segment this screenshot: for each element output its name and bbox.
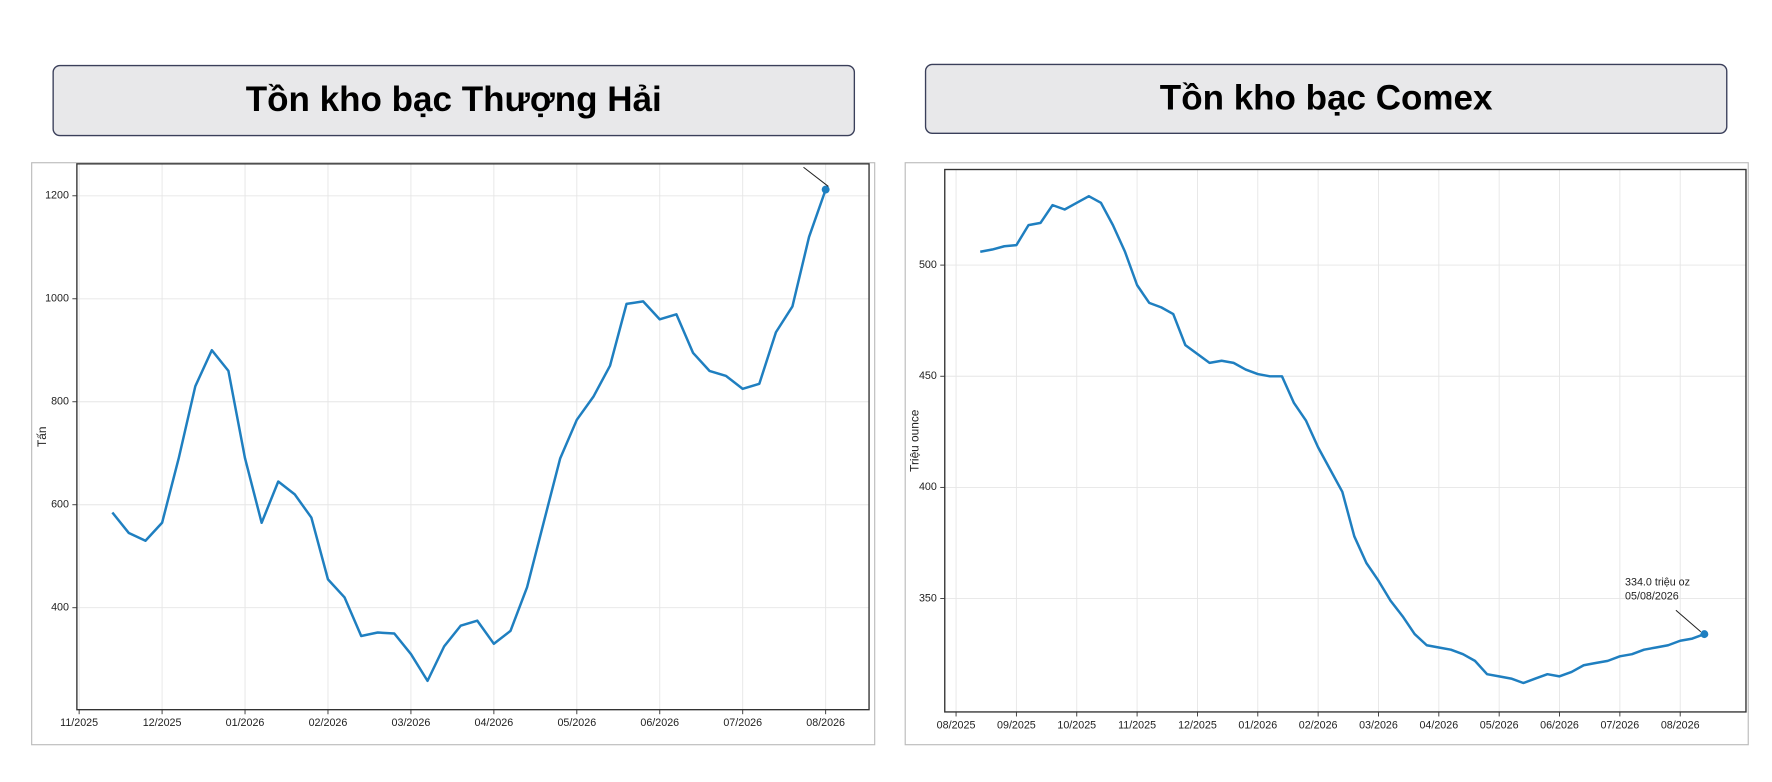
- x-tick-label: 07/2026: [1600, 719, 1639, 731]
- x-tick-label: 09/2025: [997, 719, 1036, 731]
- x-tick-label: 08/2026: [806, 717, 845, 729]
- y-tick-label: 400: [919, 481, 937, 493]
- x-tick-label: 03/2026: [392, 717, 431, 729]
- annotation-text: 334.0 triệu oz: [1625, 576, 1690, 588]
- annotation-arrow: [803, 166, 829, 187]
- y-tick-label: 500: [919, 259, 937, 271]
- x-tick-label: 02/2026: [1299, 719, 1338, 731]
- annotation-text: 05/08/2026: [1625, 590, 1679, 602]
- chart-frame: [31, 162, 876, 746]
- y-tick-label: 1000: [45, 293, 69, 305]
- x-tick-label: 07/2026: [723, 717, 762, 729]
- x-tick-label: 04/2026: [474, 717, 513, 729]
- x-tick-label: 08/2025: [937, 719, 976, 731]
- chart-panel: Tồn kho bạc Thượng Hải 400 600 800 1000 1200 1…: [31, 64, 876, 746]
- x-tick-label: 01/2026: [226, 717, 265, 729]
- x-tick-label: 12/2025: [143, 717, 182, 729]
- plot-border: [76, 163, 870, 711]
- x-tick-label: 11/2025: [1118, 719, 1156, 731]
- x-tick-label: 08/2026: [1661, 719, 1700, 731]
- y-tick-label: 400: [51, 602, 69, 614]
- chart-title: Tồn kho bạc Thượng Hải: [246, 80, 662, 119]
- annotation-arrow: [1675, 609, 1702, 633]
- y-axis-label: Triệu ounce: [908, 409, 922, 472]
- y-tick-label: 800: [51, 396, 69, 408]
- x-tick-label: 01/2026: [1238, 719, 1277, 731]
- y-tick-label: 1200: [45, 190, 69, 202]
- title-box: [924, 63, 1728, 135]
- x-tick-label: 06/2026: [640, 717, 679, 729]
- last-point-marker: [821, 185, 830, 194]
- x-tick-label: 04/2026: [1419, 719, 1458, 731]
- y-tick-label: 450: [919, 370, 937, 382]
- chart-panel: Tồn kho bạc Comex 350 400 450 500 08/2025 09/2…: [904, 63, 1749, 746]
- chart-frame: [904, 162, 1749, 746]
- last-point-marker: [1700, 630, 1709, 639]
- title-box: [52, 64, 856, 137]
- x-tick-label: 12/2025: [1178, 719, 1217, 731]
- y-tick-label: 350: [919, 592, 937, 604]
- x-tick-label: 05/2026: [557, 717, 596, 729]
- data-line: [980, 194, 1705, 685]
- y-tick-label: 600: [51, 499, 69, 511]
- y-axis-label: Tấn: [35, 427, 49, 447]
- x-tick-label: 06/2026: [1540, 719, 1579, 731]
- plot-border: [944, 168, 1747, 713]
- x-tick-label: 11/2025: [60, 717, 98, 729]
- x-tick-label: 05/2026: [1480, 719, 1519, 731]
- x-tick-label: 10/2025: [1057, 719, 1096, 731]
- x-tick-label: 02/2026: [309, 717, 348, 729]
- data-line: [111, 189, 827, 683]
- chart-title: Tồn kho bạc Comex: [1160, 78, 1493, 117]
- x-tick-label: 03/2026: [1359, 719, 1398, 731]
